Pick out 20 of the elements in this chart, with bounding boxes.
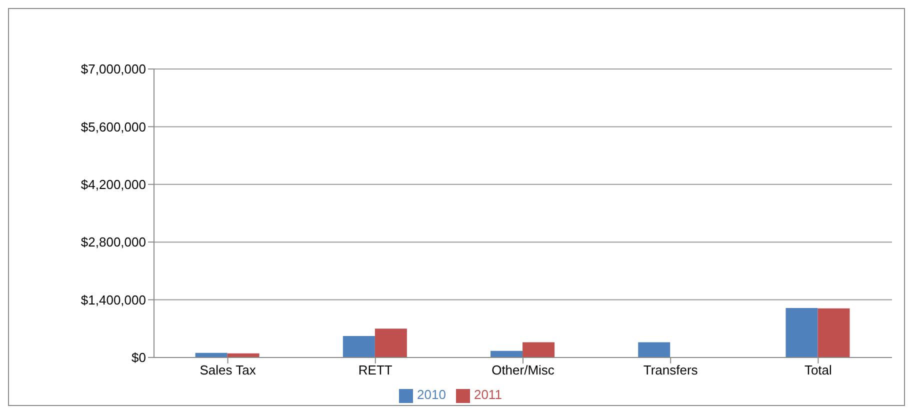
legend-label: 2010 (417, 387, 446, 402)
bar (342, 336, 375, 358)
x-tick-label: Other/Misc (492, 362, 555, 378)
x-tick-label: RETT (358, 362, 392, 378)
x-tick-label: Sales Tax (200, 362, 256, 378)
x-tick-label: Transfers (643, 362, 698, 378)
y-tick-label: $0 (132, 350, 146, 366)
bar (374, 328, 407, 358)
x-tick-label: Total (804, 362, 832, 378)
bar (818, 308, 850, 358)
y-tick-label: $1,400,000 (80, 292, 146, 308)
bar (522, 342, 555, 358)
bar (490, 350, 523, 358)
bar (638, 342, 670, 358)
y-tick-label: $2,800,000 (80, 234, 146, 250)
legend-label: 2011 (474, 387, 502, 402)
bar (786, 308, 818, 358)
y-tick-label: $4,200,000 (80, 176, 146, 192)
y-tick-label: $7,000,000 (80, 62, 146, 77)
y-tick-label: $5,600,000 (80, 119, 146, 134)
